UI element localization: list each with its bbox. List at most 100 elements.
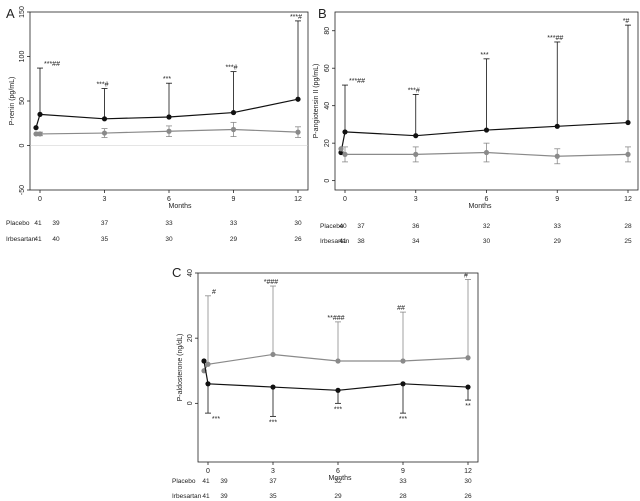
count-row-label: Placebo [172, 478, 196, 485]
significance-annotation: **### [327, 315, 344, 322]
count-value: 30 [483, 238, 491, 245]
significance-annotation-bottom: *** [269, 419, 277, 426]
x-axis-label: Months [169, 203, 192, 210]
data-point-placebo [166, 128, 172, 134]
count-value: 30 [294, 220, 302, 227]
count-value: 35 [101, 236, 109, 243]
x-tick-label: 9 [401, 468, 405, 475]
y-tick-label: 50 [19, 97, 26, 105]
count-value: 41 [34, 236, 42, 243]
significance-annotation-bottom: *** [212, 416, 220, 423]
x-tick-label: 3 [103, 196, 107, 203]
y-tick-label: 150 [19, 6, 26, 18]
count-value: 28 [399, 493, 407, 500]
significance-annotation: # [212, 289, 216, 296]
significance-annotation-bottom: *** [399, 416, 407, 423]
x-tick-label: 0 [343, 196, 347, 203]
data-point-placebo [33, 131, 39, 137]
significance-annotation: ***# [225, 65, 237, 72]
count-value: 37 [269, 478, 277, 485]
x-tick-label: 0 [206, 468, 210, 475]
x-tick-label: 12 [464, 468, 472, 475]
data-point-irbesartan [342, 129, 348, 135]
data-point-placebo [335, 358, 341, 364]
x-tick-label: 6 [336, 468, 340, 475]
count-value: 29 [554, 238, 562, 245]
y-tick-label: 80 [324, 27, 331, 35]
data-point-irbesartan [33, 125, 39, 131]
count-value: 33 [399, 478, 407, 485]
data-point-irbesartan [554, 123, 560, 129]
data-point-placebo [338, 146, 344, 152]
count-value: 39 [220, 478, 228, 485]
significance-annotation: *** [480, 52, 488, 59]
x-tick-label: 3 [271, 468, 275, 475]
y-tick-label: 0 [19, 143, 26, 147]
count-value: 39 [220, 493, 228, 500]
count-value: 30 [464, 478, 472, 485]
x-tick-label: 9 [232, 196, 236, 203]
count-value: 40 [52, 236, 60, 243]
data-point-irbesartan [270, 384, 276, 390]
y-tick-label: 40 [324, 102, 331, 110]
count-row-label: Placebo [6, 220, 30, 227]
significance-annotation: ***# [408, 87, 420, 94]
count-value: 33 [554, 223, 562, 230]
significance-annotation: ***# [96, 82, 108, 89]
y-axis-label: P-angiotensin II (pg/mL) [313, 64, 320, 139]
data-point-placebo [400, 358, 406, 364]
x-tick-label: 12 [294, 196, 302, 203]
x-axis-label: Months [329, 475, 352, 482]
data-point-irbesartan [465, 384, 471, 390]
count-value: 41 [339, 238, 347, 245]
panel-label: A [6, 6, 15, 21]
data-point-irbesartan [166, 114, 172, 120]
count-value: 29 [230, 236, 238, 243]
count-value: 25 [624, 238, 632, 245]
y-tick-label: 60 [324, 64, 331, 72]
y-tick-label: 40 [187, 269, 194, 277]
count-value: 39 [52, 220, 60, 227]
data-point-irbesartan [201, 358, 207, 364]
significance-annotation: ***# [290, 14, 302, 21]
count-value: 41 [34, 220, 42, 227]
y-tick-label: 0 [324, 179, 331, 183]
significance-annotation: ***## [349, 78, 365, 85]
data-point-placebo [465, 355, 471, 361]
count-value: 33 [165, 220, 173, 227]
data-point-irbesartan [205, 381, 211, 387]
count-row-label: Placebo [320, 223, 344, 230]
series-line-irbesartan [340, 121, 629, 153]
count-value: 32 [483, 223, 491, 230]
x-tick-label: 0 [38, 196, 42, 203]
y-axis-label: P-aldosterone (ng/dL) [177, 334, 184, 402]
count-value: 35 [269, 493, 277, 500]
data-point-irbesartan [625, 119, 631, 126]
y-tick-label: 0 [187, 401, 194, 405]
x-axis-label: Months [469, 203, 492, 210]
panel-label: C [172, 265, 181, 280]
data-point-placebo [230, 126, 237, 133]
count-value: 41 [202, 493, 210, 500]
count-row-label: Irbesartan [172, 493, 202, 500]
count-value: 41 [202, 478, 210, 485]
data-point-placebo [483, 149, 490, 156]
data-point-irbesartan [335, 387, 341, 393]
x-tick-label: 6 [167, 196, 171, 203]
count-value: 33 [230, 220, 238, 227]
x-tick-label: 3 [414, 196, 418, 203]
count-value: 40 [339, 223, 347, 230]
count-value: 34 [412, 238, 420, 245]
data-point-irbesartan [413, 133, 419, 139]
x-tick-label: 9 [555, 196, 559, 203]
count-value: 26 [294, 236, 302, 243]
x-tick-label: 12 [624, 196, 632, 203]
significance-annotation: ***## [44, 61, 60, 68]
data-point-irbesartan [295, 96, 301, 102]
data-point-placebo [37, 131, 43, 137]
y-tick-label: 100 [19, 51, 26, 63]
data-point-irbesartan [230, 109, 237, 116]
significance-annotation: ## [397, 305, 405, 312]
